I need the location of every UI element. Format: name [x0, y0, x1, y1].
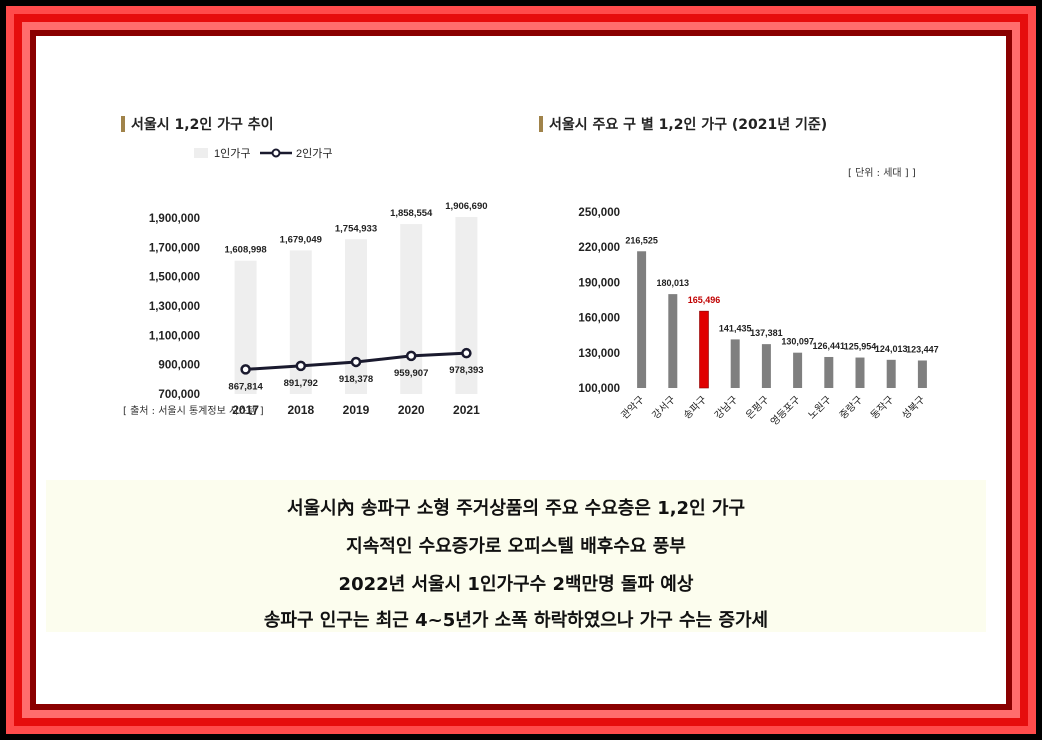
x-tick-label: 노원구 — [806, 394, 834, 422]
chart2-title: 서울시 주요 구 별 1,2인 가구 (2021년 기준) — [539, 114, 827, 134]
chart1-source-note: [ 출처 : 서울시 통계정보 시스템 ] — [123, 406, 264, 417]
summary-line-4: 송파구 인구는 최근 4~5년가 소폭 하락하였으나 가구 수는 증가세 — [263, 610, 769, 631]
bar-data-label: 216,525 — [625, 235, 658, 245]
legend-label-2: 2인가구 — [296, 147, 332, 160]
bar-data-label: 165,496 — [688, 295, 721, 305]
chart1-title: 서울시 1,2인 가구 추이 — [121, 114, 273, 134]
district-household-chart: 250,000 220,000 190,000 160,000 130,000 100,0… — [578, 207, 939, 429]
bar-district — [637, 251, 647, 388]
line-data-label: 959,907 — [394, 368, 428, 379]
summary-line-1: 서울시內 송파구 소형 주거상품의 주요 수요층은 1,2인 가구 — [286, 498, 746, 519]
x-tick-label: 강남구 — [712, 394, 740, 422]
bar-1person — [455, 217, 478, 394]
line-data-label: 867,814 — [228, 381, 263, 392]
bar-district — [917, 360, 927, 388]
line-point — [461, 347, 472, 359]
x-tick-label: 강서구 — [650, 394, 678, 422]
bar-data-label: 141,435 — [719, 323, 752, 333]
bar-1person — [345, 239, 367, 394]
bar-data-label: 130,097 — [781, 337, 814, 347]
x-tick-label: 2018 — [287, 403, 314, 417]
bar-district — [793, 352, 803, 388]
title-accent-bar — [121, 116, 125, 132]
chart2-title-text: 서울시 주요 구 별 1,2인 가구 (2021년 기준) — [549, 117, 828, 133]
y-tick-label: 700,000 — [158, 389, 200, 401]
y-tick-label: 1,500,000 — [149, 272, 200, 284]
x-tick-label: 송파구 — [681, 394, 709, 422]
summary-line-2: 지속적인 수요증가로 오피스텔 배후수요 풍부 — [346, 536, 686, 557]
line-data-label: 891,792 — [284, 378, 318, 389]
x-tick-label: 중랑구 — [837, 394, 865, 422]
line-data-label: 978,393 — [449, 365, 483, 376]
bar-data-label: 1,608,998 — [224, 245, 266, 256]
x-tick-label: 영등포구 — [768, 394, 803, 429]
x-tick-label: 2020 — [398, 403, 425, 417]
legend-label-1: 1인가구 — [214, 147, 250, 160]
legend-marker-2 — [271, 148, 281, 158]
bar-district — [699, 310, 709, 389]
y-tick-label: 1,900,000 — [149, 213, 200, 225]
x-tick-label: 은평구 — [744, 394, 772, 422]
bar-data-label: 1,754,933 — [335, 223, 377, 234]
y-tick-label: 250,000 — [578, 207, 620, 219]
bar-1person — [400, 224, 423, 394]
line-point — [295, 360, 307, 372]
x-tick-label: 2021 — [453, 403, 480, 417]
summary-box: 서울시內 송파구 소형 주거상품의 주요 수요층은 1,2인 가구 지속적인 수… — [46, 480, 986, 632]
bar-district — [730, 339, 740, 388]
bar-district — [761, 344, 771, 388]
y-tick-label: 130,000 — [578, 348, 620, 360]
y-tick-label: 100,000 — [578, 383, 620, 395]
x-tick-label: 성북구 — [900, 394, 928, 422]
x-tick-label: 동작구 — [868, 394, 896, 422]
y-tick-label: 1,300,000 — [149, 301, 200, 313]
chart2-unit-note: [ 단위 : 세대 ] ] — [848, 168, 916, 179]
line-point — [240, 364, 251, 375]
y-tick-label: 220,000 — [578, 242, 620, 254]
y-tick-label: 190,000 — [578, 277, 620, 289]
summary-line-3: 2022년 서울시 1인가구수 2백만명 돌파 예상 — [338, 574, 694, 595]
household-trend-chart: 1인가구 2인가구 1,900,000 1,700,000 1,500,000 1,300… — [149, 147, 488, 417]
line-data-label: 918,378 — [339, 374, 373, 385]
legend-swatch-1 — [194, 148, 208, 158]
x-tick-label: 2017 — [232, 403, 259, 417]
y-tick-label: 1,100,000 — [149, 330, 200, 342]
bar-data-label: 123,447 — [906, 344, 939, 354]
bar-district — [824, 356, 834, 388]
bar-data-label: 137,381 — [750, 328, 783, 338]
y-tick-label: 900,000 — [158, 360, 200, 372]
bar-data-label: 1,858,554 — [390, 208, 433, 219]
bar-data-label: 1,906,690 — [445, 201, 487, 212]
bar-district — [668, 294, 678, 388]
content-area: 서울시 1,2인 가구 추이 1인가구 2인가구 1,900,000 1,700,00… — [36, 36, 1006, 704]
bar-data-label: 124,013 — [875, 344, 908, 354]
bar-data-label: 180,013 — [657, 278, 690, 288]
line-point — [350, 356, 362, 368]
bar-district — [855, 357, 865, 388]
title-accent-bar — [539, 116, 543, 132]
line-point — [405, 350, 417, 362]
y-tick-label: 160,000 — [578, 313, 620, 325]
bar-data-label: 125,954 — [844, 342, 877, 352]
x-tick-label: 2019 — [343, 403, 370, 417]
bar-data-label: 1,679,049 — [280, 234, 322, 245]
y-tick-label: 1,700,000 — [149, 242, 200, 254]
bar-data-label: 126,441 — [813, 341, 846, 351]
bar-district — [886, 359, 896, 388]
x-tick-label: 관악구 — [619, 394, 647, 422]
bar-1person — [289, 250, 312, 394]
chart1-title-text: 서울시 1,2인 가구 추이 — [131, 117, 274, 133]
bar-1person — [234, 260, 257, 394]
